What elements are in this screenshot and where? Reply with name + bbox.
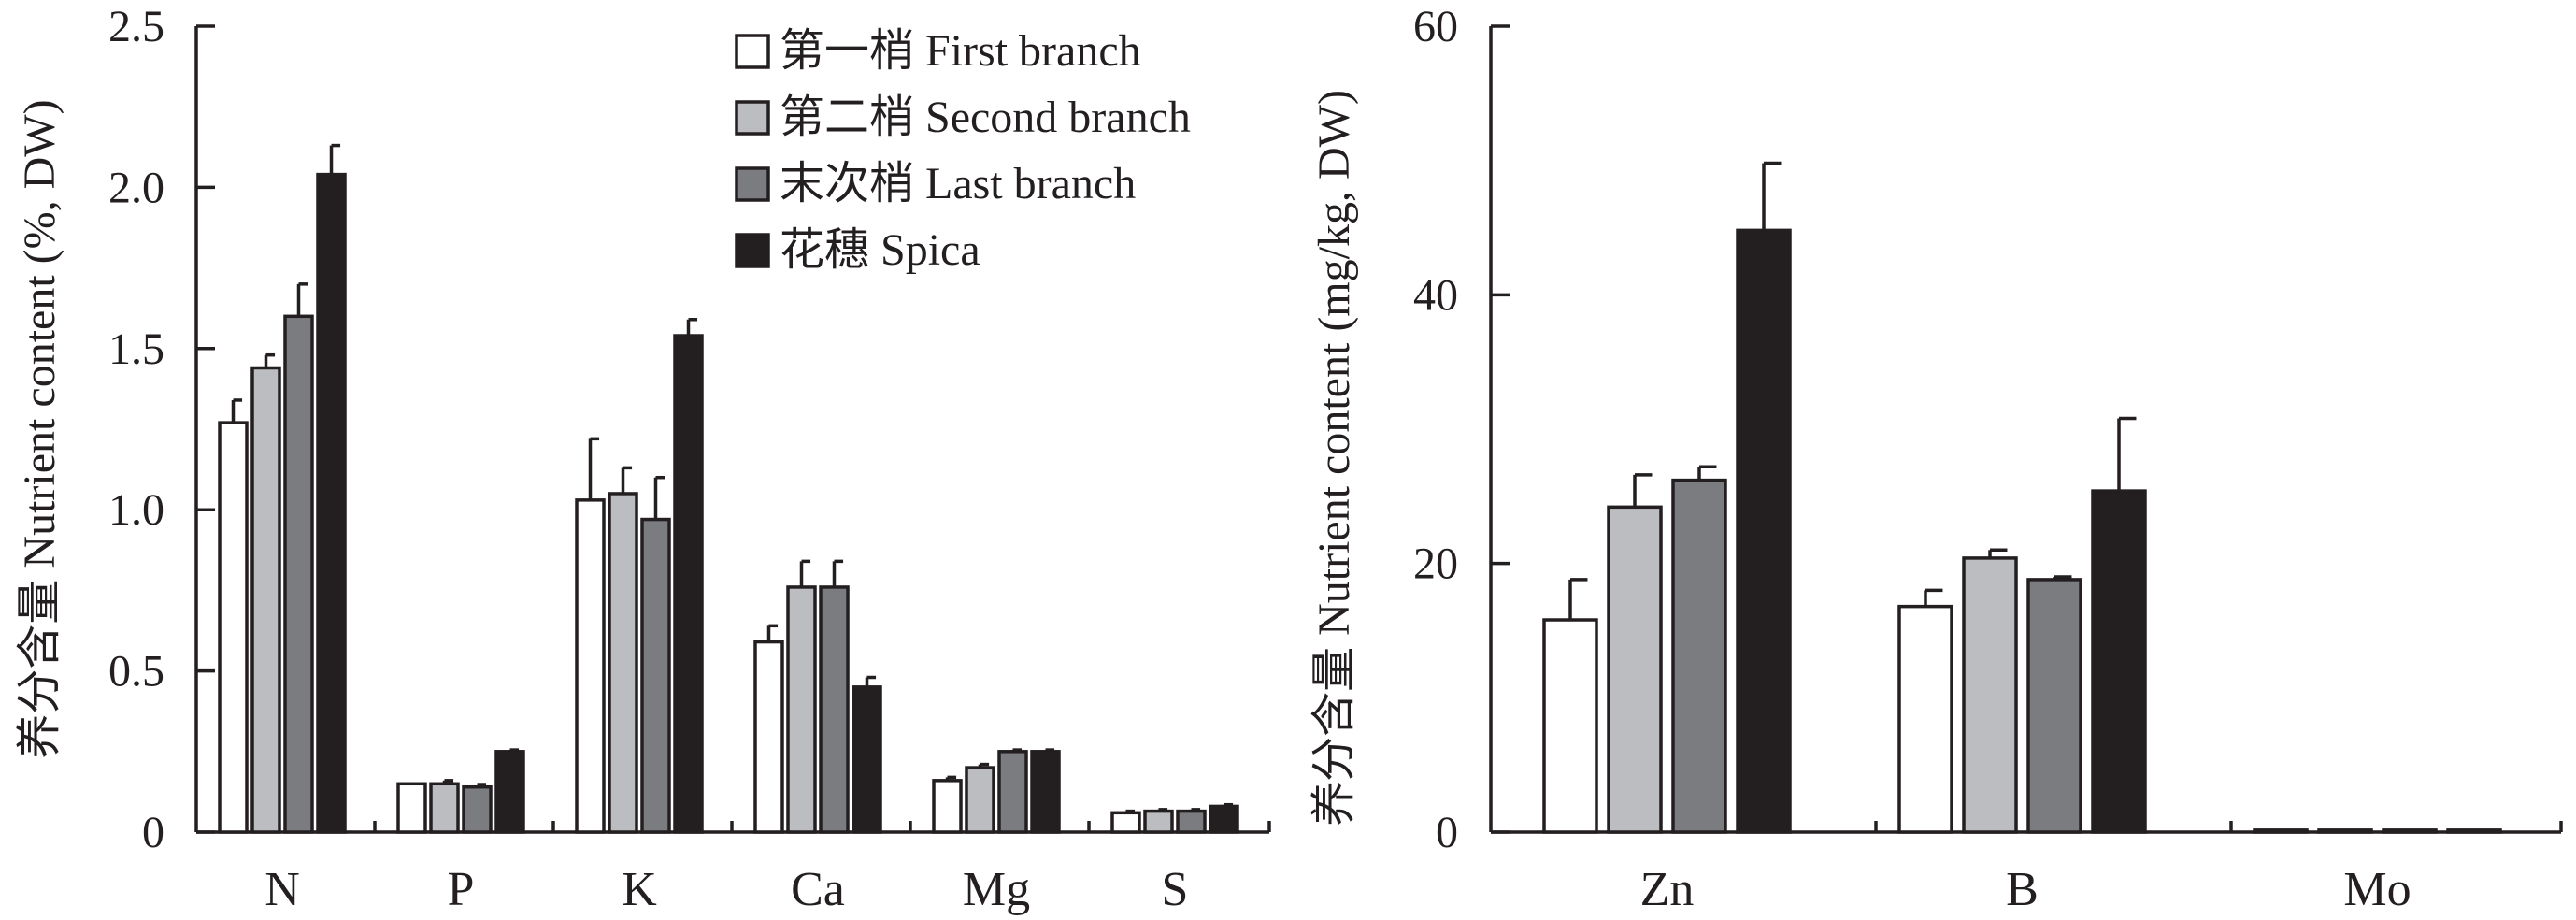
micronutrient-chart: 0 20 40 60 养分含量 Nutrient content (mg/kg, DW)… (1309, 2, 2563, 916)
y-tick-label: 2.5 (108, 2, 165, 51)
bar-mo-series-3 (2382, 828, 2438, 834)
bar-k-series-3 (640, 517, 671, 834)
y-tick-label: 0 (142, 808, 165, 857)
bar-mg-series-2 (965, 766, 995, 834)
bar-zn-series-1 (1542, 618, 1598, 834)
legend-swatch (735, 233, 770, 268)
bar-mg-series-1 (932, 779, 963, 834)
bar-zn-series-4 (1736, 228, 1792, 834)
bar-k-series-1 (575, 498, 606, 834)
x-category-label: Ca (791, 863, 845, 916)
bar-b-series-2 (1962, 556, 2018, 834)
bar-mo-series-4 (2446, 828, 2502, 834)
bar-p-series-4 (494, 750, 525, 834)
bar-mo-series-1 (2253, 828, 2309, 834)
y-tick-label: 40 (1413, 270, 1458, 320)
bar-mg-series-4 (1030, 750, 1061, 834)
x-category-label: Mo (2343, 863, 2411, 916)
legend-label: 末次梢 Last branch (780, 159, 1136, 208)
bar-b-series-4 (2091, 489, 2147, 834)
x-category-label: Mg (963, 863, 1030, 916)
x-category-label: N (265, 863, 300, 916)
x-category-label: B (2006, 863, 2039, 916)
x-category-label: K (622, 863, 657, 916)
y-tick-label: 1.0 (108, 485, 165, 535)
x-category-label: Zn (1640, 863, 1695, 916)
legend-swatch (735, 34, 770, 69)
legend-label: 花穗 Spica (780, 225, 980, 275)
bar-zn-series-2 (1607, 505, 1663, 834)
bar-ca-series-3 (819, 585, 850, 834)
bar-ca-series-2 (786, 585, 817, 834)
y-tick-label: 2.0 (108, 163, 165, 212)
bar-ca-series-1 (753, 640, 784, 834)
y-tick-label: 60 (1413, 2, 1458, 51)
bar-s-series-2 (1143, 809, 1174, 834)
bar-b-series-3 (2026, 578, 2082, 834)
y-axis-title: 养分含量 Nutrient content (%, DW) (15, 99, 64, 758)
bar-s-series-4 (1209, 804, 1239, 834)
bar-p-series-2 (429, 782, 460, 834)
x-category-label: S (1162, 863, 1189, 916)
y-tick-label: 20 (1413, 539, 1458, 589)
bar-k-series-4 (673, 334, 704, 834)
legend-swatch (735, 166, 770, 202)
bar-n-series-1 (218, 421, 249, 834)
legend-label: 第二梢 Second branch (780, 93, 1191, 142)
bar-mo-series-2 (2317, 828, 2373, 834)
macronutrient-chart: 0 0.5 1.0 1.5 2.0 2.5 养分含量 Nutrient content (%… (15, 2, 1271, 916)
bar-k-series-2 (608, 492, 638, 834)
bar-s-series-1 (1110, 811, 1141, 834)
legend-label: 第一梢 First branch (780, 26, 1141, 76)
bar-n-series-4 (316, 172, 347, 834)
bar-n-series-3 (283, 314, 314, 834)
bar-b-series-1 (1897, 604, 1953, 834)
x-category-label: P (448, 863, 475, 916)
bar-n-series-2 (250, 366, 281, 834)
y-axis-title: 养分含量 Nutrient content (mg/kg, DW) (1309, 90, 1359, 827)
bar-ca-series-4 (852, 685, 882, 834)
y-tick-label: 0.5 (108, 647, 165, 697)
bar-s-series-3 (1176, 809, 1207, 834)
bar-p-series-3 (462, 784, 493, 834)
bar-p-series-1 (396, 782, 427, 834)
legend-swatch (735, 100, 770, 136)
bar-zn-series-3 (1671, 478, 1727, 834)
y-tick-label: 0 (1436, 808, 1458, 857)
y-tick-label: 1.5 (108, 324, 165, 374)
bar-mg-series-3 (997, 750, 1028, 834)
legend: 第一梢 First branch 第二梢 Second branch 末次梢 Las… (735, 26, 1191, 275)
